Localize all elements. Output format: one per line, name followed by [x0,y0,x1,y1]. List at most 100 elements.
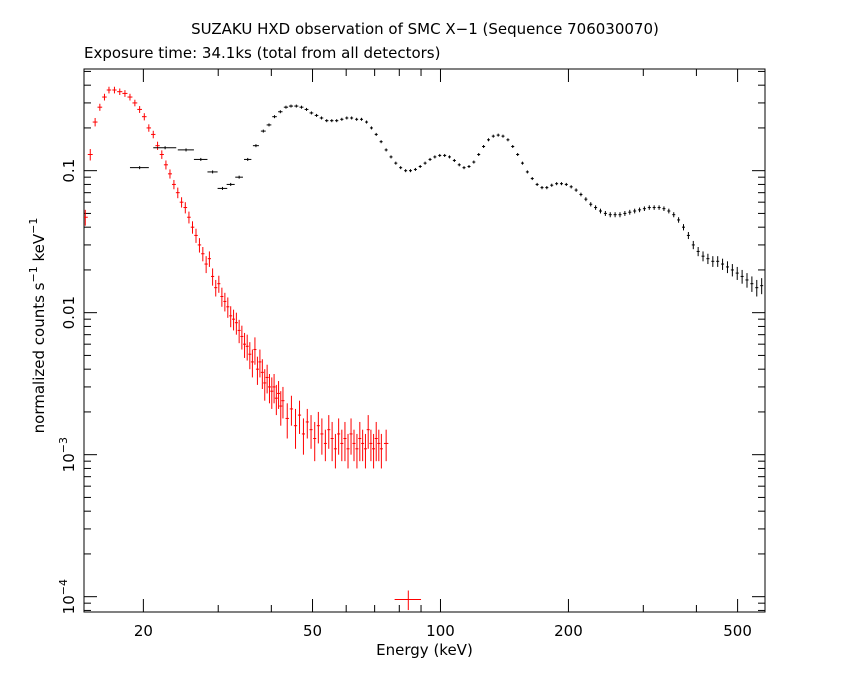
data-point [92,117,98,127]
data-point [613,212,617,218]
data-point [146,124,152,132]
data-point [482,145,486,148]
data-point [491,134,495,138]
data-point [530,177,534,181]
data-point [701,251,705,262]
data-point [372,433,376,469]
data-point [472,160,476,164]
data-point [279,391,283,426]
data-point [285,403,289,439]
data-point [346,433,350,469]
data-point [682,224,685,231]
data-point [501,134,505,138]
data-point [404,169,408,173]
data-point [84,209,88,226]
data-point [343,421,347,462]
data-point [289,395,294,426]
data-point [377,429,381,462]
data-point [253,337,257,365]
data-point [520,161,524,165]
y-axis-label-text: normalized counts s [30,282,48,433]
data-point [525,170,529,174]
data-point [137,106,142,113]
y-tick-label: 0.1 [60,159,78,183]
data-point [369,126,373,130]
data-point [223,292,227,312]
data-point [574,188,578,192]
data-point [486,138,490,142]
data-series [84,86,764,611]
data-point [250,349,254,378]
data-point [584,197,588,202]
data-point [274,384,278,416]
data-point [226,182,235,186]
data-point [374,421,378,462]
data-point [248,342,252,370]
data-point [297,400,302,434]
data-point [235,175,243,179]
data-point [127,93,133,101]
x-tick-label: 100 [426,622,455,640]
data-point [305,408,309,439]
data-point [535,182,539,186]
data-point [337,418,341,455]
x-tick-label: 500 [723,622,752,640]
data-point [106,86,112,94]
data-point [394,590,422,611]
data-point [428,157,432,161]
data-point [323,429,327,462]
y-tick-label: 10−3 [57,437,78,472]
data-point [477,152,481,156]
data-point [438,153,442,157]
data-point [730,264,734,277]
data-point [132,99,138,107]
data-point [721,258,725,270]
data-point [340,117,344,121]
data-point [243,332,247,358]
data-point [706,253,710,265]
data-point [516,152,520,156]
data-point [394,161,398,165]
data-point [677,217,681,223]
data-point [555,182,559,186]
data-point [355,117,359,121]
data-point [97,103,103,111]
data-point [638,207,642,213]
x-tick-label: 200 [554,622,583,640]
data-point [379,433,383,469]
data-point [87,149,93,161]
data-point [190,221,195,234]
data-point [740,269,744,284]
data-point [153,146,177,150]
data-point [201,247,205,262]
data-point [623,211,627,216]
y-tick-label-base: 10 [60,595,78,614]
data-point [667,208,671,214]
data-point [112,86,117,94]
data-point [217,275,221,293]
data-point [177,148,194,152]
data-point [237,319,241,344]
data-point [443,153,447,157]
data-point [447,155,451,159]
data-point [716,256,720,267]
data-point [496,133,500,137]
series-0 [84,86,422,611]
data-point [408,169,412,173]
data-point [457,163,461,167]
x-axis-label: Energy (keV) [376,641,473,659]
series-1 [129,104,764,297]
data-point [608,212,612,218]
data-point [220,287,224,307]
data-point [350,116,354,120]
data-point [652,205,656,210]
data-point [352,429,356,462]
data-point [735,266,739,280]
data-point [167,169,172,179]
data-point [151,130,156,139]
data-point [363,433,367,469]
data-point [294,104,299,108]
data-point [423,161,427,165]
data-point [467,165,471,168]
